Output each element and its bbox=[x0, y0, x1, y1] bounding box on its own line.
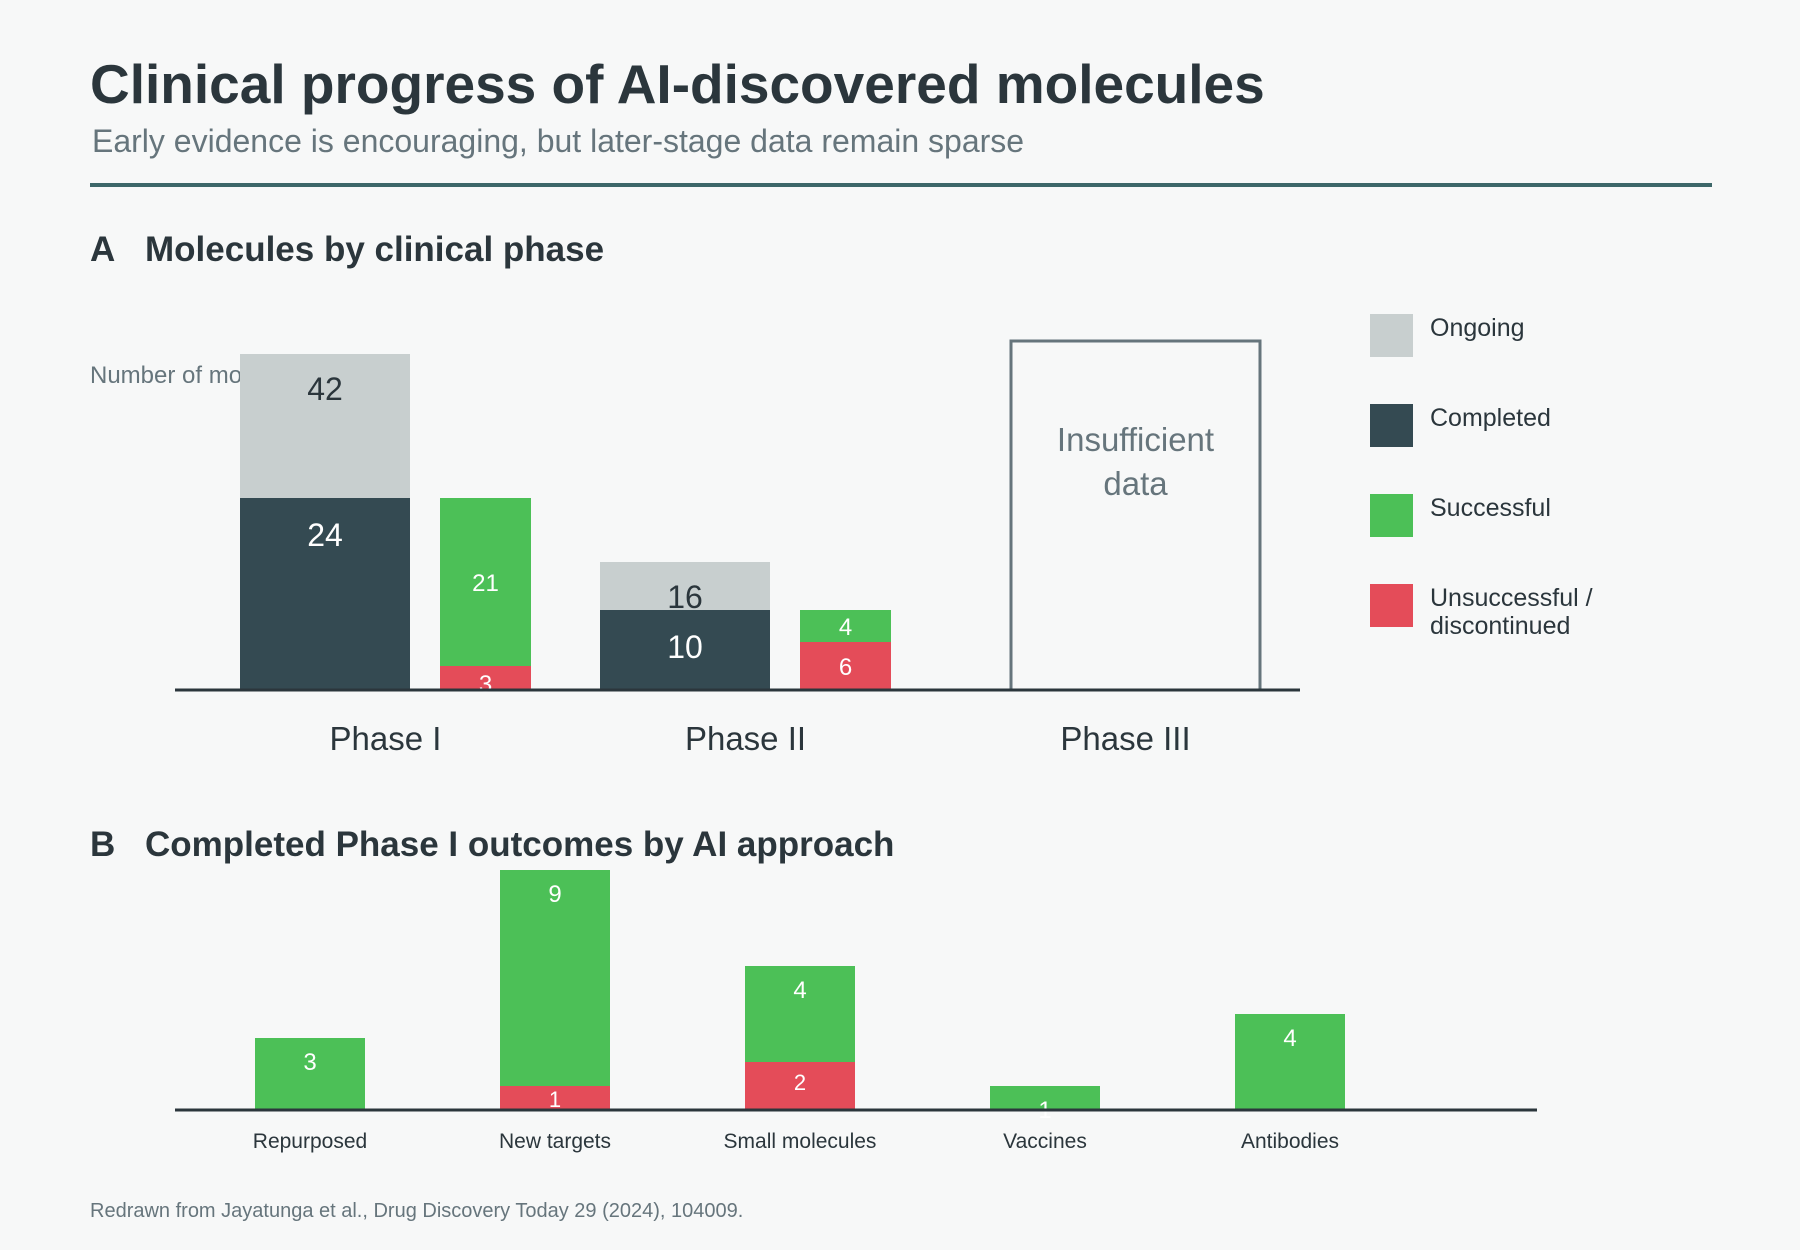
label-successful-repurposed: 3 bbox=[303, 1049, 316, 1076]
bar-successful-repurposed bbox=[255, 1038, 365, 1110]
bar-successful-phase-ii bbox=[800, 610, 891, 642]
label-unsuccessful-small-molecules: 2 bbox=[794, 1070, 806, 1095]
panel-a-letter: A bbox=[90, 230, 116, 269]
figure-title: Clinical progress of AI-discovered molec… bbox=[90, 53, 1265, 115]
bar-successful-vaccines bbox=[990, 1086, 1100, 1110]
tick-label-phase-ii: Phase II bbox=[685, 720, 806, 757]
panel-a-title: Molecules by clinical phase bbox=[145, 230, 605, 269]
tick-label-new-targets: New targets bbox=[499, 1130, 611, 1153]
tick-label-small-molecules: Small molecules bbox=[724, 1130, 877, 1153]
panel-b-letter: B bbox=[90, 825, 116, 864]
label-completed-phase-i: 24 bbox=[307, 517, 343, 553]
label-total-phase-i: 42 bbox=[307, 371, 343, 407]
bar-ongoing-phase-ii bbox=[600, 562, 770, 610]
figure-subtitle: Early evidence is encouraging, but later… bbox=[92, 123, 1025, 159]
panel-a-heading: A Molecules by clinical phase bbox=[90, 230, 604, 270]
bar-successful-antibodies bbox=[1235, 1014, 1345, 1110]
label-successful-new-targets: 9 bbox=[548, 881, 561, 908]
tick-label-phase-iii: Phase III bbox=[1060, 720, 1190, 757]
panel-b-title: Completed Phase I outcomes by AI approac… bbox=[145, 825, 895, 864]
bar-unsuccessful-phase-i bbox=[440, 666, 531, 690]
bar-successful-phase-i bbox=[440, 498, 531, 666]
legend-label-ongoing: Ongoing bbox=[1430, 314, 1525, 342]
legend-label-successful: Successful bbox=[1430, 494, 1551, 522]
legend-label-completed: Completed bbox=[1430, 404, 1551, 432]
tick-label-repurposed: Repurposed bbox=[253, 1130, 367, 1153]
bar-unsuccessful-phase-ii bbox=[800, 642, 891, 690]
label-completed-phase-ii: 10 bbox=[667, 629, 703, 665]
label-unsuccessful-phase-ii: 6 bbox=[839, 654, 852, 681]
panel-b-heading: B Completed Phase I outcomes by AI approa… bbox=[90, 825, 894, 865]
tick-label-phase-i: Phase I bbox=[330, 720, 442, 757]
bar-unsuccessful-new-targets bbox=[500, 1086, 610, 1110]
bar-unsuccessful-small-molecules bbox=[745, 1062, 855, 1110]
annotation-line-2: data bbox=[1103, 465, 1168, 502]
approach-chart: 3 Repurposed 9 1 New targets 4 2 Small molecule… bbox=[175, 870, 1537, 1153]
label-successful-small-molecules: 4 bbox=[793, 977, 806, 1004]
label-unsuccessful-new-targets: 1 bbox=[549, 1087, 561, 1112]
label-total-phase-ii: 16 bbox=[667, 579, 703, 615]
legend-swatch-completed bbox=[1370, 404, 1413, 447]
legend-swatch-ongoing bbox=[1370, 314, 1413, 357]
bar-completed-phase-ii bbox=[600, 610, 770, 690]
source-note: Redrawn from Jayatunga et al., Drug Disc… bbox=[90, 1200, 744, 1222]
tick-label-vaccines: Vaccines bbox=[1003, 1130, 1087, 1153]
tick-label-antibodies: Antibodies bbox=[1241, 1130, 1339, 1153]
label-successful-phase-i: 21 bbox=[472, 570, 499, 597]
legend-label-unsuccessful: Unsuccessful / discontinued bbox=[1430, 584, 1593, 640]
bar-successful-small-molecules bbox=[745, 966, 855, 1062]
label-successful-phase-ii: 4 bbox=[839, 614, 852, 641]
legend-swatch-successful bbox=[1370, 494, 1413, 537]
legend-swatch-unsuccessful bbox=[1370, 584, 1413, 627]
annotation-line-1: Insufficient bbox=[1057, 421, 1214, 458]
bar-ongoing-phase-i bbox=[240, 354, 410, 498]
header-divider bbox=[90, 183, 1712, 187]
bar-successful-new-targets bbox=[500, 870, 610, 1086]
bar-completed-phase-i bbox=[240, 498, 410, 690]
label-successful-antibodies: 4 bbox=[1283, 1025, 1296, 1052]
